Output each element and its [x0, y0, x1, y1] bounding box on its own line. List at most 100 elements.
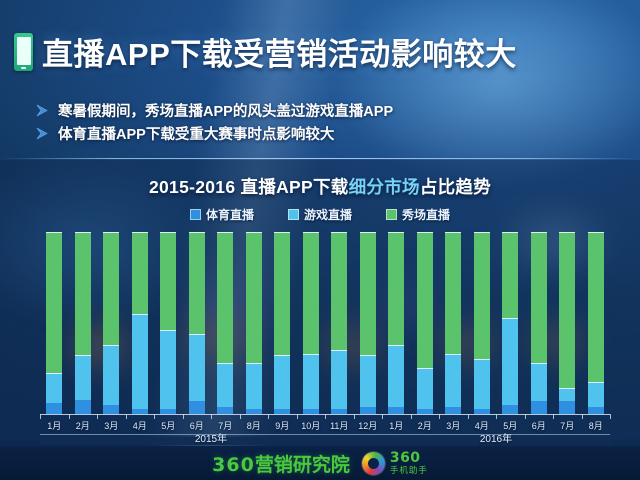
- segment-sport: [388, 406, 405, 414]
- legend-swatch-icon: [287, 209, 299, 220]
- bokeh-white-1: [470, 180, 640, 300]
- bar-2015-12月[interactable]: [359, 232, 376, 414]
- bar-2016-7月[interactable]: [559, 232, 576, 414]
- segment-game: [131, 314, 148, 409]
- legend-label: 游戏直播: [303, 208, 352, 222]
- segment-show: [217, 232, 234, 363]
- brand-360-marketing-institute: 360营销研究院: [212, 450, 350, 477]
- segment-game: [331, 350, 348, 409]
- segment-sport: [559, 401, 576, 414]
- segment-sport: [103, 405, 120, 414]
- list-item: 寒暑假期间，秀场直播APP的风头盖过游戏直播APP: [36, 100, 393, 120]
- bar-2015-1月[interactable]: [46, 232, 63, 414]
- x-axis-label: 1月: [47, 421, 62, 431]
- chart-plot-area: [40, 232, 610, 414]
- chart-title-highlight: 细分市场: [348, 177, 420, 197]
- segment-game: [359, 355, 376, 407]
- bar-2016-2月[interactable]: [416, 232, 433, 414]
- chart-title-part2: 占比趋势: [419, 177, 492, 197]
- bar-2016-5月[interactable]: [502, 232, 519, 414]
- bar-2016-4月[interactable]: [473, 232, 490, 414]
- chart-legend: 体育直播 游戏直播 秀场直播: [0, 206, 640, 223]
- bar-2016-3月[interactable]: [445, 232, 462, 414]
- segment-game: [74, 355, 91, 400]
- bar-2015-9月[interactable]: [274, 232, 291, 414]
- mobile-phone-icon: [14, 33, 33, 71]
- slide-header: 直播APP下载受营销活动影响较大 寒暑假期间，秀场直播APP的风头盖过游戏直播A…: [0, 0, 640, 160]
- legend-label: 体育直播: [205, 208, 254, 222]
- list-item: 体育直播APP下载受重大赛事时点影响较大: [36, 123, 393, 143]
- segment-show: [445, 232, 462, 354]
- segment-sport: [188, 401, 205, 414]
- segment-sport: [416, 408, 433, 414]
- x-tick: [496, 414, 497, 419]
- segment-game: [188, 333, 205, 402]
- bar-2015-11月[interactable]: [331, 232, 348, 414]
- bar-2015-10月[interactable]: [302, 232, 319, 414]
- brand-number: 360: [212, 453, 255, 476]
- bar-2015-8月[interactable]: [245, 232, 262, 414]
- bar-2015-6月[interactable]: [188, 232, 205, 414]
- segment-show: [587, 232, 604, 383]
- legend-label: 秀场直播: [402, 208, 451, 222]
- segment-game: [502, 317, 519, 405]
- legend-item-0: 体育直播: [189, 206, 254, 223]
- bar-2015-2月[interactable]: [74, 232, 91, 414]
- segment-game: [587, 382, 604, 407]
- bar-2015-4月[interactable]: [131, 232, 148, 414]
- bar-2015-7月[interactable]: [217, 232, 234, 414]
- x-tick: [553, 414, 554, 419]
- segment-show: [188, 232, 205, 334]
- segment-sport: [46, 403, 63, 414]
- x-axis-label: 9月: [275, 421, 290, 431]
- x-axis-label: 11月: [330, 421, 349, 431]
- segment-show: [160, 232, 177, 331]
- x-tick: [68, 414, 70, 419]
- segment-game: [302, 353, 319, 409]
- segment-show: [388, 232, 405, 345]
- slide-footer: 360营销研究院 360 手机助手: [0, 446, 640, 480]
- legend-swatch-icon: [189, 209, 201, 220]
- x-tick: [325, 414, 326, 419]
- segment-sport: [160, 408, 177, 414]
- segment-sport: [473, 408, 490, 414]
- segment-game: [46, 373, 63, 404]
- chart-panel: 2015-2016 直播APP下载细分市场占比趋势 体育直播 游戏直播 秀场直播 1…: [0, 160, 640, 445]
- segment-show: [331, 232, 348, 351]
- bullet-list: 寒暑假期间，秀场直播APP的风头盖过游戏直播APP 体育直播APP下载受重大赛事…: [36, 100, 393, 146]
- bar-2015-5月[interactable]: [160, 232, 177, 414]
- segment-game: [473, 359, 490, 409]
- x-tick: [296, 414, 298, 419]
- segment-sport: [530, 401, 547, 414]
- bar-2016-8月[interactable]: [587, 232, 604, 414]
- segment-sport: [502, 405, 519, 414]
- bar-2015-3月[interactable]: [103, 232, 120, 414]
- bar-2016-6月[interactable]: [530, 232, 547, 414]
- x-axis-label: 7月: [218, 421, 233, 431]
- bullet-text: 体育直播APP下载受重大赛事时点影响较大: [58, 126, 335, 143]
- bar-2016-1月[interactable]: [388, 232, 405, 414]
- segment-game: [160, 330, 177, 409]
- segment-show: [274, 232, 291, 356]
- x-tick: [467, 414, 469, 419]
- logo-number: 360: [389, 450, 421, 467]
- segment-show: [74, 232, 91, 356]
- x-tick: [439, 414, 440, 419]
- x-tick: [125, 414, 127, 419]
- segment-sport: [274, 408, 291, 414]
- background-glow-top-right: [268, 0, 640, 231]
- segment-show: [473, 232, 490, 360]
- x-axis-label: 6月: [189, 421, 204, 431]
- segment-show: [502, 232, 519, 318]
- 360-mobile-assistant-logo: 360 手机助手: [361, 450, 428, 476]
- arrow-right-icon: [36, 127, 51, 140]
- x-tick: [154, 414, 155, 419]
- 360-swirl-logo-icon: [361, 451, 385, 475]
- segment-show: [245, 232, 262, 363]
- x-axis-label: 1月: [389, 421, 404, 431]
- segment-game: [245, 362, 262, 409]
- logo-subtitle: 手机助手: [389, 465, 428, 476]
- segment-sport: [74, 399, 91, 414]
- x-axis-label: 3月: [104, 421, 119, 431]
